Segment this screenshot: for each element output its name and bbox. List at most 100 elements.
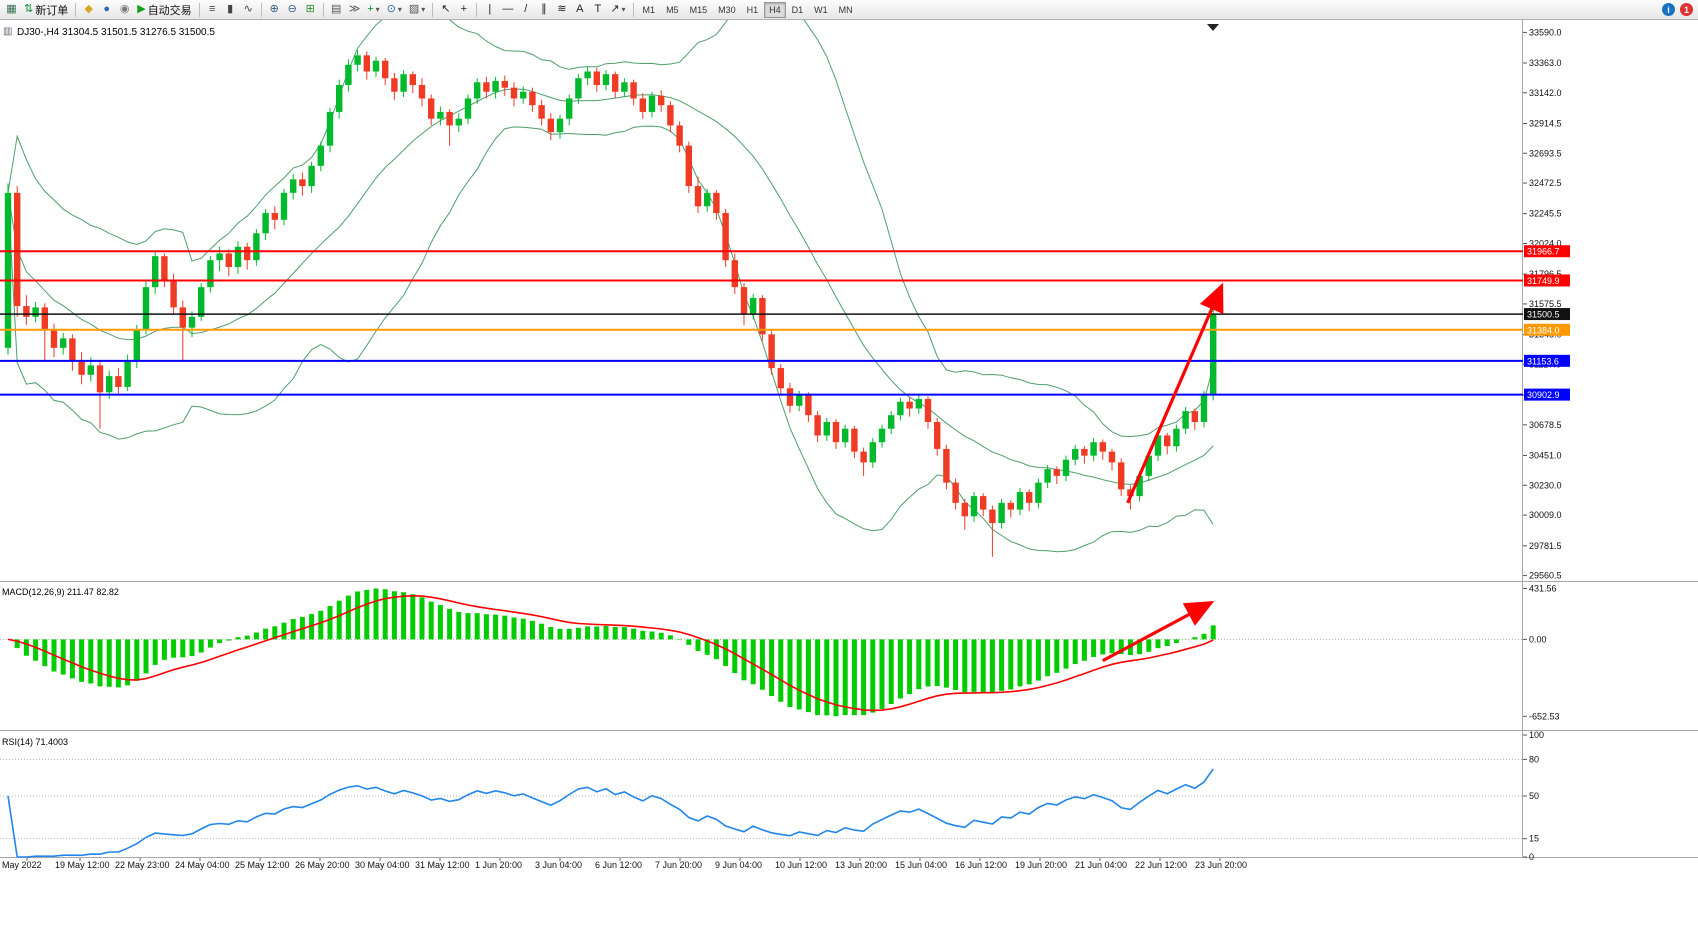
- indicators-icon[interactable]: + ▾: [364, 1, 382, 18]
- market-watch-icon[interactable]: ●: [98, 1, 115, 18]
- timeframe-w1[interactable]: W1: [814, 4, 828, 15]
- indicators-icon: +: [367, 3, 374, 15]
- tile-windows-icon[interactable]: ⊞: [302, 1, 319, 18]
- price-axis-label: 30009.0: [1529, 510, 1562, 520]
- new-order-button: ⇅: [24, 3, 34, 15]
- timeframe-h1[interactable]: H1: [746, 4, 759, 15]
- price-axis-label: 32472.5: [1529, 178, 1562, 188]
- toolbar-separator: [322, 2, 324, 17]
- fibonacci-icon[interactable]: ≋: [553, 1, 570, 18]
- notification-badge[interactable]: 1: [1680, 3, 1693, 16]
- indicator-layer: [7, 588, 1216, 858]
- rsi-indicator-label: RSI(14) 71.4003: [2, 737, 69, 747]
- timeframe-h4[interactable]: H4: [764, 1, 786, 18]
- horizontal-line-icon[interactable]: —: [499, 1, 516, 18]
- price-axis-label: 31796.5: [1529, 269, 1562, 279]
- macd-axis-label: 0.00: [1529, 634, 1547, 644]
- candlestick-type-icon[interactable]: ▮: [222, 1, 239, 18]
- text-label-icon: T: [594, 3, 602, 15]
- time-axis-label: 15 Jun 04:00: [895, 860, 947, 870]
- cursor-icon[interactable]: ↖: [437, 1, 454, 18]
- price-badge: [1524, 274, 1570, 287]
- timeframe-mn[interactable]: MN: [838, 4, 853, 15]
- equidistant-channel-icon: ∥: [541, 3, 547, 15]
- price-axis-label: 30451.0: [1529, 451, 1562, 461]
- macd-axis-label: 431.56: [1529, 584, 1557, 594]
- periods-icon: ⊙: [386, 3, 396, 15]
- arrows-tool-icon[interactable]: ↗ ▾: [607, 1, 628, 18]
- crosshair-icon: +: [460, 3, 468, 15]
- autotrading-button: ▶: [137, 3, 146, 15]
- chart-canvas[interactable]: 33590.0 33363.0 33142.0 32914.5 32693.5 32472…: [0, 20, 1698, 939]
- zoom-out-icon: ⊖: [287, 3, 297, 15]
- timeframe-m30[interactable]: M30: [718, 4, 736, 15]
- candlestick-type-icon: ▮: [227, 3, 234, 15]
- trendline-icon: /: [524, 3, 528, 15]
- time-axis-label: 1 Jun 20:00: [475, 860, 522, 870]
- hlines-layer[interactable]: [0, 250, 1523, 396]
- chart-shift-marker[interactable]: [1207, 24, 1219, 31]
- vertical-line-icon[interactable]: |: [481, 1, 498, 18]
- line-chart-type-icon[interactable]: ∿: [240, 1, 257, 18]
- autotrading-button-label: 自动交易: [147, 4, 192, 17]
- objects-layer[interactable]: [1102, 24, 1224, 663]
- expert-advisors-icon[interactable]: ◆: [80, 1, 97, 18]
- vertical-line-icon: |: [488, 3, 492, 15]
- symbol-chart-icon: ▥: [3, 26, 13, 37]
- trendline-icon[interactable]: /: [517, 1, 534, 18]
- price-axis-label: 30230.0: [1529, 480, 1562, 490]
- timeframe-m15[interactable]: M15: [689, 4, 708, 15]
- navigator-icon: ◉: [119, 3, 130, 15]
- time-axis-label: May 2022: [2, 860, 42, 870]
- fibonacci-icon: ≋: [557, 3, 567, 15]
- autotrading-button[interactable]: ▶ 自动交易: [134, 1, 194, 18]
- bar-chart-type-icon[interactable]: ≡: [204, 1, 221, 18]
- periods-icon[interactable]: ⊙ ▾: [384, 1, 405, 18]
- zoom-in-icon[interactable]: ⊕: [266, 1, 283, 18]
- rsi-axis-label: 15: [1529, 834, 1539, 844]
- price-axis-label: 32245.5: [1529, 209, 1562, 219]
- macd-axis-label: -652.53: [1529, 711, 1560, 721]
- trend-arrow-macd[interactable]: [1102, 600, 1215, 663]
- time-axis-label: 9 Jun 04:00: [715, 860, 762, 870]
- timeframe-m1[interactable]: M1: [642, 4, 656, 15]
- toolbar-separator: [432, 2, 434, 17]
- toolbar-separator: [632, 2, 634, 17]
- time-axis-label: 25 May 12:00: [235, 860, 290, 870]
- templates-icon[interactable]: ▨ ▾: [406, 1, 428, 18]
- price-badge: [1524, 323, 1570, 336]
- price-badge: [1524, 354, 1570, 367]
- time-axis-label: 26 May 20:00: [295, 860, 350, 870]
- trend-arrow-main[interactable]: [1126, 282, 1224, 504]
- chart-window-icon: ▦: [6, 3, 17, 15]
- candles-layer: [4, 49, 1217, 557]
- timeframe-m5[interactable]: M5: [666, 4, 679, 15]
- chart-window[interactable]: 33590.0 33363.0 33142.0 32914.5 32693.5 32472…: [0, 20, 1698, 939]
- text-icon[interactable]: A: [571, 1, 588, 18]
- price-axis-label: 33590.0: [1529, 27, 1562, 37]
- rsi-axis-label: 80: [1529, 754, 1539, 764]
- text-label-icon[interactable]: T: [589, 1, 606, 18]
- auto-arrange-icon[interactable]: ▤: [328, 1, 345, 18]
- zoom-out-icon[interactable]: ⊖: [284, 1, 301, 18]
- time-axis-label: 10 Jun 12:00: [775, 860, 827, 870]
- chart-shift-icon[interactable]: ≫: [346, 1, 364, 18]
- price-badge: [1524, 245, 1570, 258]
- horizontal-line-icon: —: [502, 3, 514, 15]
- time-axis-label: 22 May 23:00: [115, 860, 170, 870]
- price-axis-label: 32914.5: [1529, 118, 1562, 128]
- crosshair-icon[interactable]: +: [455, 1, 472, 18]
- navigator-icon[interactable]: ◉: [116, 1, 133, 18]
- chart-window-icon[interactable]: ▦: [3, 1, 20, 18]
- text-icon: A: [576, 3, 584, 15]
- market-watch-icon: ●: [103, 3, 111, 15]
- new-order-button[interactable]: ⇅ 新订单: [21, 1, 71, 18]
- news-icon[interactable]: i: [1662, 3, 1675, 16]
- timeframe-d1[interactable]: D1: [791, 4, 804, 15]
- price-badge: [1524, 308, 1570, 321]
- price-badge-text: 31384.0: [1527, 325, 1560, 335]
- time-axis-label: 13 Jun 20:00: [835, 860, 887, 870]
- rsi-axis-label: 100: [1529, 730, 1544, 740]
- equidistant-channel-icon[interactable]: ∥: [535, 1, 552, 18]
